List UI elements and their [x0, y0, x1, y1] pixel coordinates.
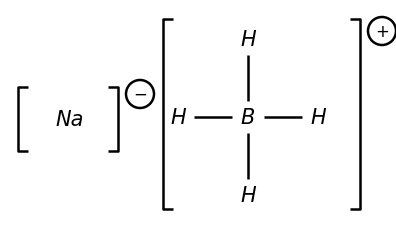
Text: H: H: [170, 108, 186, 128]
Text: H: H: [240, 30, 256, 50]
Text: Na: Na: [56, 109, 84, 129]
Text: +: +: [375, 23, 389, 41]
Text: H: H: [310, 108, 326, 128]
Text: B: B: [241, 108, 255, 128]
Text: H: H: [240, 185, 256, 205]
Text: −: −: [133, 86, 147, 103]
